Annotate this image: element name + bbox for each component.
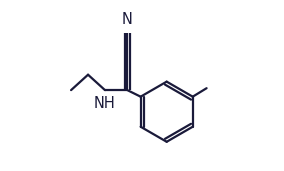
- Text: NH: NH: [93, 96, 115, 110]
- Text: N: N: [122, 12, 133, 27]
